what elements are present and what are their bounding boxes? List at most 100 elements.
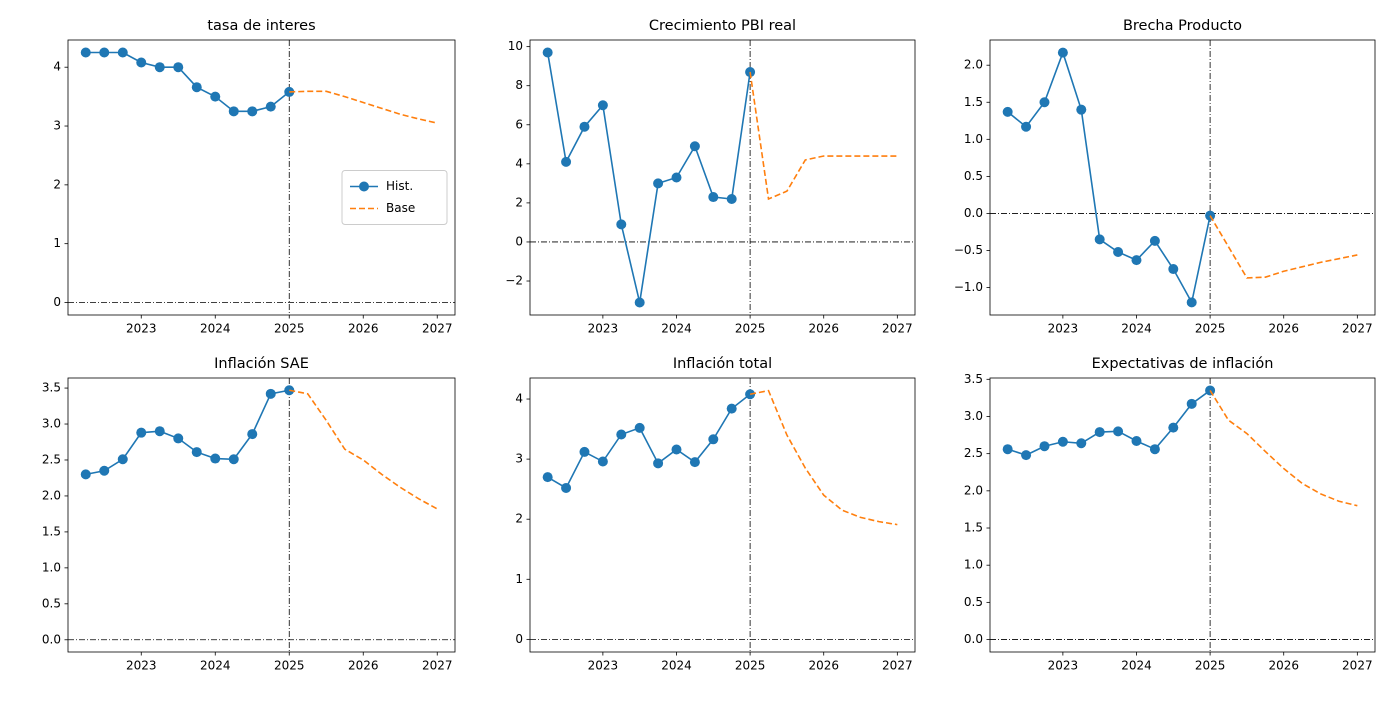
y-tick-label: −2 xyxy=(505,274,523,288)
data-point xyxy=(1113,426,1124,437)
series-line xyxy=(546,52,751,303)
legend-marker xyxy=(359,181,369,192)
x-tick-label: 2027 xyxy=(882,322,913,336)
subplot: Expectativas de inflación 2023 2024 2025 202… xyxy=(964,356,1376,673)
data-point xyxy=(136,427,147,438)
x-tick-label: 2025 xyxy=(1195,322,1226,336)
y-tick-label: 1 xyxy=(53,236,61,250)
data-point xyxy=(191,447,202,458)
data-point xyxy=(173,62,184,73)
x-tick-label: 2024 xyxy=(661,659,692,673)
data-point xyxy=(1131,255,1142,266)
axes-frame xyxy=(989,377,1376,653)
x-tick-label: 2027 xyxy=(422,659,453,673)
series-line xyxy=(289,90,438,124)
data-point xyxy=(136,57,147,68)
x-tick-label: 2023 xyxy=(588,322,619,336)
data-point xyxy=(210,91,221,102)
y-tick-label: 2.0 xyxy=(964,58,983,72)
x-tick-label: 2023 xyxy=(588,659,619,673)
y-tick-label: 3 xyxy=(53,119,61,133)
y-tick-label: 1.5 xyxy=(42,524,61,538)
data-point xyxy=(1168,422,1179,433)
data-point xyxy=(265,388,276,399)
data-point xyxy=(1186,297,1197,308)
data-point xyxy=(173,433,184,444)
y-tick-label: 1.0 xyxy=(42,560,61,574)
y-tick-label: 4 xyxy=(53,60,61,74)
data-point xyxy=(191,82,202,93)
axes-frame xyxy=(529,377,916,653)
x-tick-label: 2025 xyxy=(735,659,766,673)
subplot: Inflación total 2023 2024 2025 2026 2027 0 1 2 3 4 xyxy=(515,356,916,673)
y-tick-label: 0 xyxy=(515,234,523,248)
data-point xyxy=(117,454,128,465)
y-tick-label: 0 xyxy=(515,632,523,646)
data-point xyxy=(210,453,221,464)
series-line xyxy=(1209,215,1358,279)
data-point xyxy=(634,297,645,308)
data-point xyxy=(1094,427,1105,438)
y-tick-label: −1.0 xyxy=(954,280,983,294)
data-point xyxy=(1149,235,1160,246)
y-tick-label: 0.0 xyxy=(42,632,61,646)
y-tick-label: 0.5 xyxy=(964,169,983,183)
x-tick-label: 2027 xyxy=(882,659,913,673)
y-tick-label: 2 xyxy=(515,195,523,209)
x-tick-label: 2023 xyxy=(1048,659,1079,673)
x-tick-label: 2025 xyxy=(274,659,305,673)
y-tick-label: 2 xyxy=(53,177,61,191)
data-point xyxy=(653,458,664,469)
y-tick-label: 3.5 xyxy=(42,381,61,395)
data-point xyxy=(80,469,91,480)
y-tick-label: 1.0 xyxy=(964,132,983,146)
x-tick-label: 2026 xyxy=(348,659,379,673)
y-tick-label: 3.5 xyxy=(964,372,983,386)
data-point xyxy=(1002,106,1013,117)
x-tick-label: 2025 xyxy=(735,322,766,336)
x-tick-label: 2026 xyxy=(348,322,379,336)
series-line xyxy=(1007,389,1211,457)
axes-frame xyxy=(529,39,916,316)
data-point xyxy=(542,47,553,58)
x-tick-label: 2024 xyxy=(1121,322,1152,336)
series-line xyxy=(1209,390,1358,507)
y-tick-label: 4 xyxy=(515,156,523,170)
data-point xyxy=(1113,246,1124,257)
y-tick-label: 1.0 xyxy=(964,558,983,572)
series-line xyxy=(289,389,438,510)
data-point xyxy=(247,106,258,117)
y-tick-label: 1.5 xyxy=(964,521,983,535)
data-point xyxy=(154,62,165,73)
legend: Hist. Base xyxy=(341,170,448,225)
series-line xyxy=(1007,50,1211,305)
y-tick-label: 3.0 xyxy=(964,409,983,423)
legend-label: Base xyxy=(386,201,415,215)
data-point xyxy=(561,156,572,167)
y-tick-label: 10 xyxy=(508,39,523,53)
data-point xyxy=(1149,444,1160,455)
axes-frame xyxy=(67,377,456,653)
data-point xyxy=(542,472,553,483)
x-tick-label: 2023 xyxy=(126,322,157,336)
x-tick-label: 2024 xyxy=(200,322,231,336)
subplot: Crecimiento PBI real 2023 2024 2025 2026 2027… xyxy=(505,18,916,336)
data-point xyxy=(579,446,590,457)
x-tick-label: 2026 xyxy=(808,322,839,336)
data-point xyxy=(1076,438,1087,449)
y-tick-label: 0 xyxy=(53,295,61,309)
x-tick-label: 2026 xyxy=(1268,659,1299,673)
subplot-title: Expectativas de inflación xyxy=(1092,356,1274,372)
data-point xyxy=(689,141,700,152)
subplot: Inflación SAE 2023 2024 2025 2026 2027 0.0 0.5 1… xyxy=(42,356,456,673)
y-tick-label: 3 xyxy=(515,452,523,466)
data-point xyxy=(80,47,91,58)
data-point xyxy=(671,172,682,183)
y-tick-label: 4 xyxy=(515,392,523,406)
y-tick-label: 2.5 xyxy=(42,452,61,466)
data-point xyxy=(726,403,737,414)
subplot-title: Inflación SAE xyxy=(214,356,309,372)
x-tick-label: 2027 xyxy=(1342,322,1373,336)
